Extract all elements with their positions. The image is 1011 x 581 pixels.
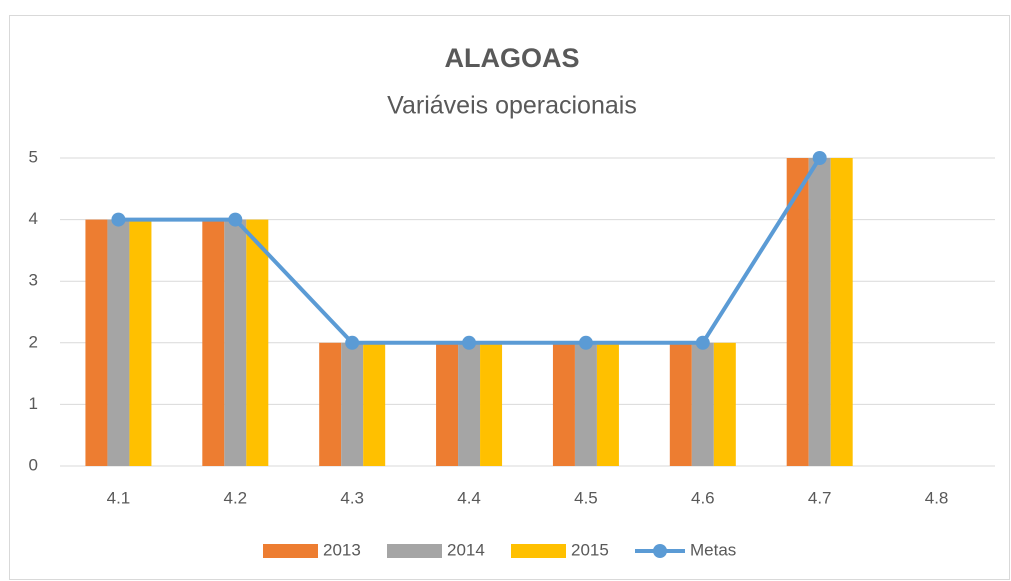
bar: [713, 342, 736, 466]
x-tick-label: 4.7: [808, 488, 832, 507]
y-tick-label: 2: [29, 332, 38, 351]
bar: [319, 342, 342, 466]
legend-label: 2014: [447, 540, 485, 559]
bar: [224, 219, 247, 466]
y-tick-label: 0: [29, 455, 38, 474]
bar: [669, 342, 692, 466]
legend-label: 2013: [323, 540, 361, 559]
x-tick-label: 4.1: [107, 488, 131, 507]
legend-swatch: [511, 544, 566, 558]
x-tick-label: 4.5: [574, 488, 598, 507]
line-marker: [812, 151, 827, 165]
bar: [246, 219, 269, 466]
bar: [480, 342, 503, 466]
bar: [808, 158, 831, 466]
chart-title: ALAGOAS: [445, 43, 580, 73]
legend-label: Metas: [690, 540, 736, 559]
legend-swatch: [387, 544, 442, 558]
bar: [786, 158, 809, 466]
bar: [436, 342, 459, 466]
chart-subtitle: Variáveis operacionais: [387, 92, 637, 120]
bar: [363, 342, 386, 466]
line-marker: [695, 335, 710, 350]
x-tick-label: 4.4: [457, 488, 481, 507]
line-marker: [462, 335, 477, 350]
x-tick-label: 4.8: [925, 488, 949, 507]
x-tick-label: 4.2: [223, 488, 247, 507]
bar: [574, 342, 597, 466]
x-tick-label: 4.3: [340, 488, 364, 507]
line-marker: [578, 335, 593, 350]
bar: [552, 342, 575, 466]
legend-marker: [653, 544, 667, 558]
line-marker: [345, 335, 360, 350]
bar: [107, 219, 130, 466]
bar: [596, 342, 619, 466]
bar: [458, 342, 481, 466]
y-tick-label: 4: [29, 209, 38, 228]
bar: [129, 219, 152, 466]
x-tick-label: 4.6: [691, 488, 715, 507]
bar: [341, 342, 364, 466]
y-tick-label: 5: [29, 147, 38, 166]
bar: [85, 219, 108, 466]
line-marker: [228, 212, 243, 227]
legend-label: 2015: [571, 540, 609, 559]
legend-swatch: [263, 544, 318, 558]
line-marker: [111, 212, 126, 227]
bar: [830, 158, 853, 466]
bar: [691, 342, 714, 466]
y-tick-label: 3: [29, 271, 38, 290]
bar: [202, 219, 225, 466]
y-tick-label: 1: [29, 394, 38, 413]
